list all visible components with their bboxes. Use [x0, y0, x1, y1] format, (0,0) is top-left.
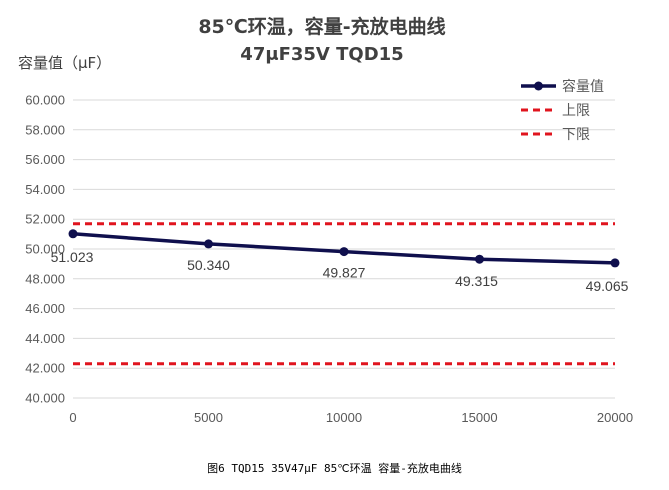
x-tick-label: 0: [69, 410, 76, 425]
y-tick-label: 50.000: [25, 242, 65, 257]
x-tick-label: 20000: [597, 410, 633, 425]
y-tick-label: 46.000: [25, 301, 65, 316]
data-label: 51.023: [51, 249, 94, 265]
chart: 40.000 42.000 44.000 46.000 48.000 50.000 52.0…: [18, 15, 633, 426]
chart-subtitle: 47μF35V TQD15: [240, 44, 403, 65]
x-tick-label: 15000: [461, 410, 497, 425]
data-point: [68, 229, 78, 239]
y-tick-label: 60.000: [25, 93, 65, 108]
data-point: [475, 254, 484, 264]
data-point: [204, 239, 213, 249]
data-label: 50.340: [187, 257, 230, 273]
y-tick-label: 56.000: [25, 152, 65, 167]
y-tick-label: 54.000: [25, 182, 65, 197]
legend-marker: [534, 81, 543, 91]
legend-label: 下限: [562, 127, 590, 143]
y-tick-label: 52.000: [25, 212, 65, 227]
y-tick-label: 58.000: [25, 122, 65, 137]
figure-caption: 图6 TQD15 35V47μF 85℃环温 容量-充放电曲线: [207, 462, 462, 475]
x-tick-label: 5000: [194, 410, 223, 425]
chart-title: 85℃环温，容量-充放电曲线: [198, 15, 445, 38]
y-tick-label: 42.000: [25, 361, 65, 376]
data-point: [610, 258, 620, 268]
y-tick-label: 48.000: [25, 271, 65, 286]
legend-label: 上限: [562, 103, 590, 119]
y-tick-label: 44.000: [25, 331, 65, 346]
x-tick-label: 10000: [326, 410, 362, 425]
data-label: 49.315: [455, 273, 498, 289]
legend-label: 容量值: [562, 78, 604, 95]
labels-group: 40.000 42.000 44.000 46.000 48.000 50.000 52.0…: [25, 93, 633, 426]
y-axis-title: 容量值（μF）: [18, 54, 111, 72]
data-label: 49.827: [323, 265, 366, 281]
series-group: [68, 222, 620, 366]
data-point: [339, 247, 349, 257]
y-tick-label: 40.000: [25, 391, 65, 406]
data-label: 49.065: [586, 278, 629, 294]
